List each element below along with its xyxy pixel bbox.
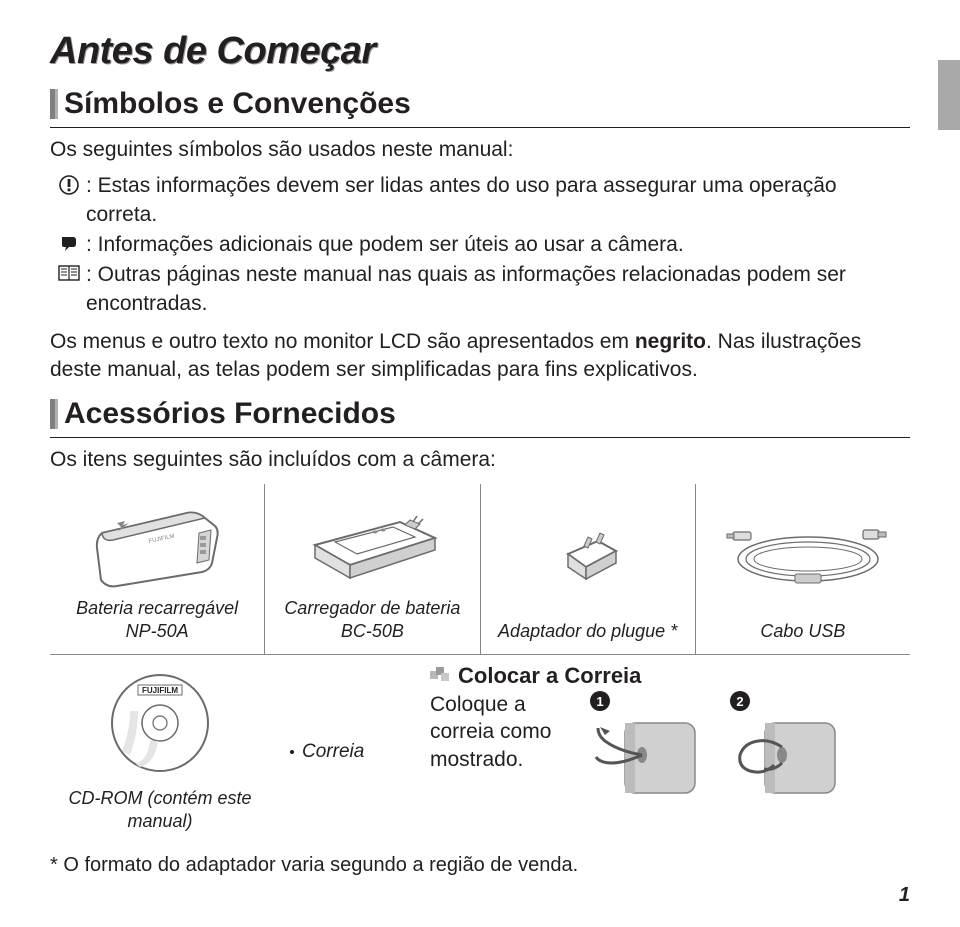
svg-text:FUJIFILM: FUJIFILM — [142, 686, 178, 695]
strap-bullet-item: Correia — [290, 741, 364, 763]
section1-note: Os menus e outro texto no monitor LCD sã… — [50, 328, 910, 385]
step-number-2: 2 — [730, 691, 750, 711]
cdrom-illustration: FUJIFILM — [100, 671, 220, 781]
section1-rule — [50, 127, 910, 128]
section1-intro: Os seguintes símbolos são usados neste m… — [50, 136, 910, 164]
accessories-grid: FUJIFILM Bateria recarregável NP-50A — [50, 484, 910, 655]
strap-row: Coloque a correia como mostrado. 1 2 — [430, 691, 910, 798]
page-number: 1 — [899, 884, 910, 907]
symbol-list: : Estas informações devem ser lidas ante… — [50, 172, 910, 318]
accessory-label: Cabo USB — [760, 620, 845, 643]
accessory-label: Bateria recarregável NP-50A — [76, 597, 238, 642]
strap-body-text: Coloque a correia como mostrado. — [430, 691, 580, 773]
side-tab — [938, 60, 960, 130]
page-title: Antes de Começar — [50, 30, 910, 73]
caution-icon — [56, 172, 82, 195]
symbol-text: : Estas informações devem ser lidas ante… — [82, 172, 910, 229]
accessory-battery: FUJIFILM Bateria recarregável NP-50A — [50, 484, 264, 654]
plug-adapter-illustration — [489, 494, 687, 614]
section2-rule — [50, 437, 910, 438]
accessory-label: Adaptador do plugue * — [498, 620, 677, 643]
section1-head: Símbolos e Convenções — [50, 87, 910, 121]
accessory-plug-adapter: Adaptador do plugue * — [480, 484, 695, 654]
strap-step-2: 2 — [730, 691, 840, 798]
section-bar — [50, 399, 58, 429]
symbol-item-tip: : Informações adicionais que podem ser ú… — [56, 231, 910, 259]
symbol-text: : Informações adicionais que podem ser ú… — [82, 231, 910, 259]
strap-bullet-label: Correia — [302, 741, 364, 763]
accessory-label: Carregador de bateria BC-50B — [284, 597, 460, 642]
accessory-usb-cable: Cabo USB — [695, 484, 910, 654]
accessory-charger: Carregador de bateria BC-50B — [264, 484, 479, 654]
section1-title: Símbolos e Convenções — [64, 87, 411, 121]
strap-instructions: Colocar a Correia Coloque a correia como… — [420, 663, 910, 840]
strap-images: 1 2 — [590, 691, 840, 798]
section2-head: Acessórios Fornecidos — [50, 397, 910, 431]
symbol-item-reference: : Outras páginas neste manual nas quais … — [56, 261, 910, 318]
book-icon — [56, 261, 82, 282]
step-number-1: 1 — [590, 691, 610, 711]
cube-icon — [430, 664, 452, 689]
battery-illustration: FUJIFILM — [58, 494, 256, 591]
usb-cable-illustration — [704, 494, 902, 614]
note-bold: negrito — [635, 330, 706, 353]
section2-title: Acessórios Fornecidos — [64, 397, 396, 431]
symbol-item-caution: : Estas informações devem ser lidas ante… — [56, 172, 910, 229]
note-pre: Os menus e outro texto no monitor LCD sã… — [50, 330, 635, 353]
charger-illustration — [273, 494, 471, 591]
strap-step-1: 1 — [590, 691, 700, 798]
footnote: * O formato do adaptador varia segundo a… — [50, 854, 910, 877]
section2-intro: Os itens seguintes são incluídos com a c… — [50, 446, 910, 474]
symbol-text: : Outras páginas neste manual nas quais … — [82, 261, 910, 318]
section-bar — [50, 89, 58, 119]
sub-title: Colocar a Correia — [458, 663, 641, 689]
accessory-label: CD-ROM (contém este manual) — [68, 787, 251, 832]
sub-head: Colocar a Correia — [430, 663, 910, 689]
accessory-cdrom: FUJIFILM CD-ROM (contém este manual) — [50, 663, 270, 840]
tip-icon — [56, 231, 82, 254]
bullet-dot-icon — [290, 750, 294, 754]
accessory-strap-bullet: Correia — [270, 663, 420, 840]
accessories-row2: FUJIFILM CD-ROM (contém este manual) Cor… — [50, 663, 910, 840]
